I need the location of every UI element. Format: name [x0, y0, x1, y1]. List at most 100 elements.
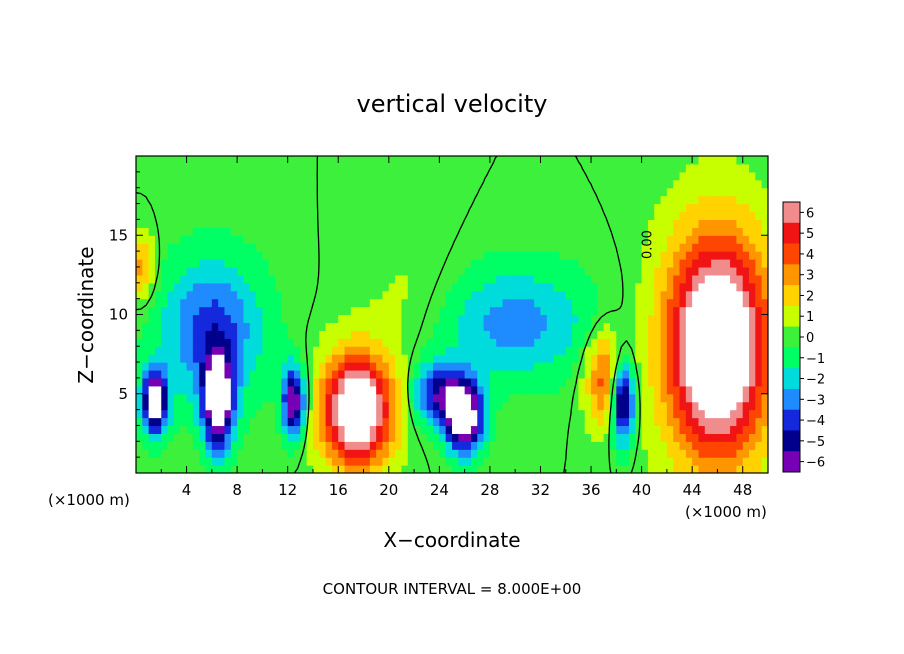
field-cell	[761, 409, 768, 419]
field-cell	[717, 354, 725, 363]
field-cell	[521, 433, 529, 442]
field-cell	[679, 195, 687, 205]
field-cell	[331, 171, 339, 181]
field-cell	[515, 409, 523, 419]
field-cell	[420, 179, 428, 189]
field-cell	[673, 457, 681, 466]
field-cell	[723, 306, 731, 316]
field-cell	[572, 377, 579, 387]
field-cell	[230, 465, 238, 473]
field-cell	[281, 211, 289, 221]
field-cell	[173, 259, 181, 268]
field-cell	[439, 259, 447, 268]
field-cell	[704, 187, 712, 197]
colorbar-label: −3	[806, 393, 825, 408]
field-cell	[572, 266, 579, 276]
field-cell	[426, 457, 434, 466]
field-cell	[515, 274, 523, 284]
field-cell	[249, 465, 257, 473]
field-cell	[761, 195, 768, 205]
field-cell	[736, 385, 744, 395]
field-cell	[540, 251, 548, 260]
field-cell	[464, 290, 472, 300]
field-cell	[508, 259, 516, 268]
field-cell	[224, 243, 232, 252]
field-cell	[553, 243, 561, 252]
field-cell	[698, 290, 706, 300]
field-cell	[180, 290, 188, 300]
field-cell	[685, 369, 693, 379]
field-cell	[666, 211, 674, 221]
field-cell	[186, 219, 194, 228]
field-cell	[717, 235, 725, 244]
field-cell	[489, 425, 497, 434]
field-cell	[262, 465, 270, 473]
field-cell	[275, 282, 282, 292]
field-cell	[452, 322, 459, 331]
field-cell	[136, 354, 143, 363]
field-cell	[515, 314, 523, 324]
field-cell	[218, 354, 226, 363]
field-cell	[534, 314, 542, 324]
field-cell	[540, 409, 548, 419]
field-cell	[256, 306, 263, 316]
field-cell	[401, 282, 409, 292]
field-cell	[319, 457, 327, 466]
field-cell	[363, 465, 371, 473]
field-cell	[268, 274, 276, 284]
field-cell	[420, 433, 428, 442]
field-cell	[736, 251, 744, 260]
field-cell	[401, 243, 409, 252]
field-cell	[180, 187, 188, 197]
field-cell	[654, 282, 662, 292]
field-cell	[679, 377, 687, 387]
field-cell	[414, 266, 421, 276]
field-cell	[546, 330, 554, 339]
field-cell	[483, 417, 491, 427]
field-cell	[464, 346, 472, 355]
field-cell	[502, 433, 510, 442]
field-cell	[275, 441, 282, 450]
field-cell	[742, 385, 750, 395]
field-cell	[161, 465, 169, 473]
field-cell	[167, 187, 175, 197]
field-cell	[369, 179, 377, 189]
field-cell	[755, 346, 763, 355]
field-cell	[698, 266, 706, 276]
field-cell	[224, 441, 232, 450]
field-cell	[173, 449, 181, 458]
field-cell	[527, 282, 535, 292]
field-cell	[180, 433, 188, 442]
field-cell	[755, 211, 763, 221]
field-cell	[414, 251, 421, 260]
field-cell	[281, 219, 289, 228]
field-cell	[287, 243, 295, 252]
field-cell	[477, 362, 485, 371]
field-cell	[628, 306, 636, 316]
colorbar-label: 1	[806, 310, 814, 325]
field-cell	[331, 203, 339, 213]
field-cell	[483, 266, 491, 276]
field-cell	[641, 290, 649, 300]
field-cell	[723, 377, 731, 387]
field-cell	[692, 259, 700, 268]
field-cell	[439, 235, 447, 244]
field-cell	[616, 171, 624, 181]
field-cell	[489, 266, 497, 276]
field-cell	[357, 330, 365, 339]
field-cell	[262, 259, 270, 268]
field-cell	[489, 163, 497, 173]
field-cell	[388, 211, 396, 221]
field-cell	[527, 417, 535, 427]
field-cell	[527, 195, 535, 205]
field-cell	[723, 346, 731, 355]
field-cell	[369, 259, 377, 268]
field-cell	[635, 338, 643, 347]
field-cell	[660, 274, 668, 284]
field-cell	[477, 369, 485, 379]
field-cell	[553, 282, 561, 292]
field-cell	[388, 465, 396, 473]
field-cell	[685, 290, 693, 300]
field-cell	[635, 441, 643, 450]
field-cell	[483, 433, 491, 442]
